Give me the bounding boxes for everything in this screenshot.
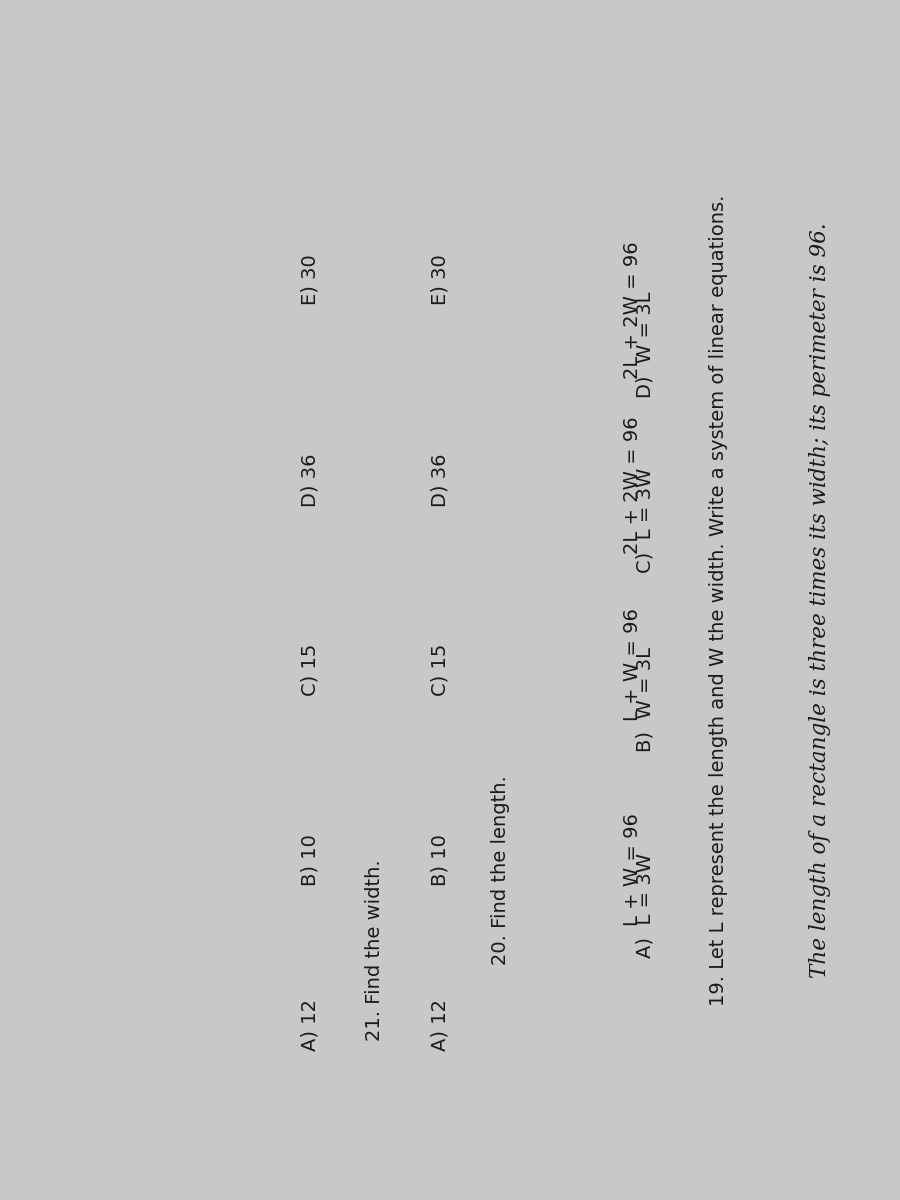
Text: B)  W = 3L: B) W = 3L [635,648,654,752]
Text: E) 30: E) 30 [301,254,320,305]
Text: L + W = 96: L + W = 96 [624,814,643,926]
Text: A)  L = 3W: A) L = 3W [635,852,654,958]
Text: C)  L = 3W: C) L = 3W [635,467,654,572]
Text: The length of a rectangle is three times its width; its perimeter is 96.: The length of a rectangle is three times… [809,222,831,978]
Text: B) 10: B) 10 [430,834,449,886]
Text: 2L + 2W = 96: 2L + 2W = 96 [624,416,643,554]
Text: A) 12: A) 12 [301,998,320,1051]
Text: 20. Find the length.: 20. Find the length. [491,775,509,965]
Text: A) 12: A) 12 [430,998,449,1051]
Text: 2L + 2W = 96: 2L + 2W = 96 [624,241,643,379]
Text: D) 36: D) 36 [301,454,320,506]
Text: C) 15: C) 15 [301,644,320,696]
Text: C) 15: C) 15 [430,644,449,696]
Text: D)  W = 3L: D) W = 3L [635,292,654,398]
Text: B) 10: B) 10 [301,834,320,886]
Text: D) 36: D) 36 [430,454,449,506]
Text: 19. Let L represent the length and W the width. Write a system of linear equatio: 19. Let L represent the length and W the… [708,194,727,1006]
Text: L + W = 96: L + W = 96 [624,608,643,721]
Text: 21. Find the width.: 21. Find the width. [365,859,384,1040]
Text: E) 30: E) 30 [430,254,449,305]
